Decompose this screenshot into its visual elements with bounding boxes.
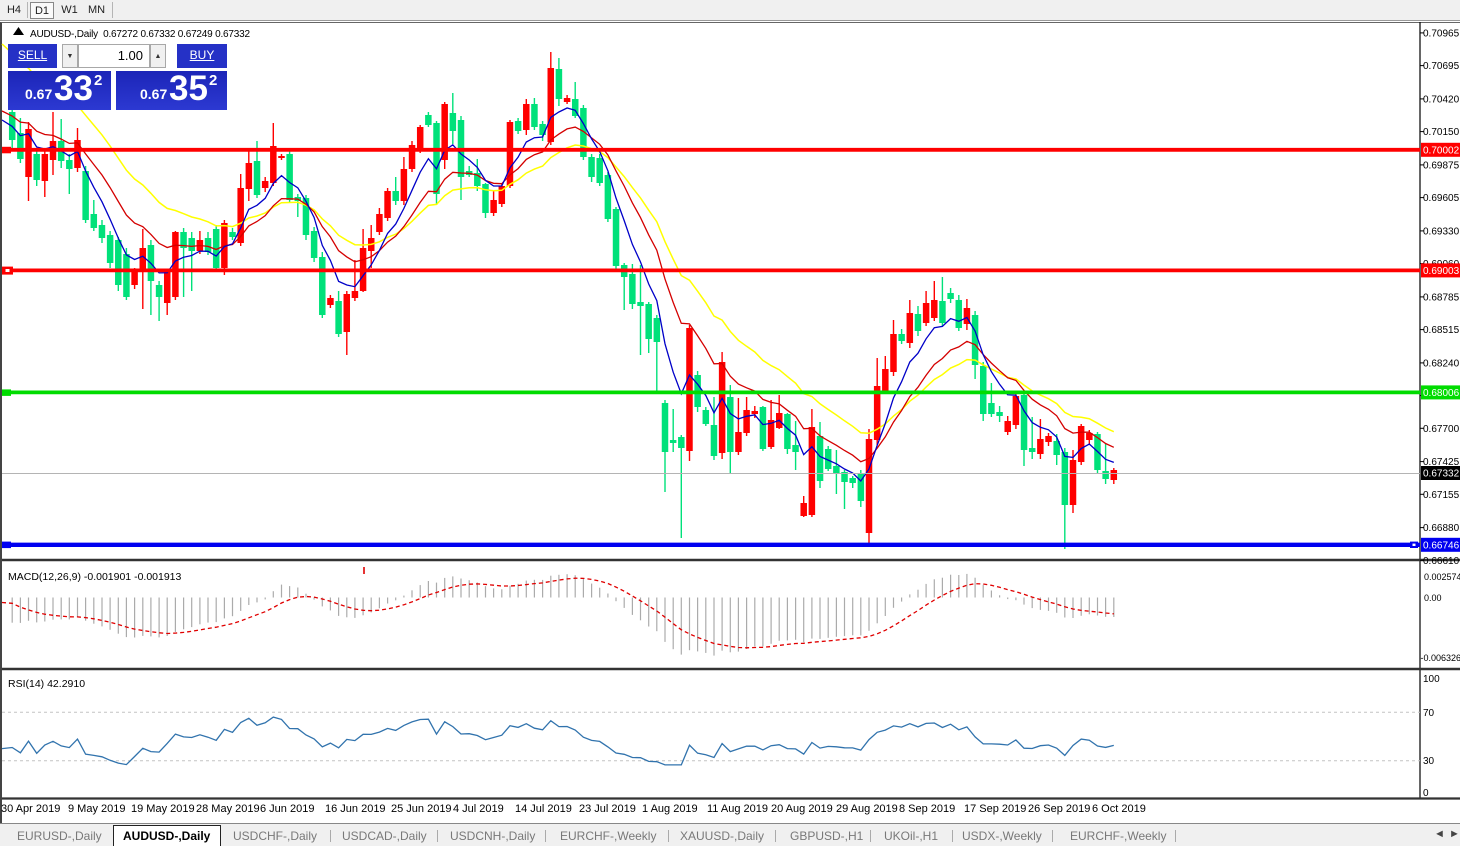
svg-text:0.002574: 0.002574 (1424, 572, 1460, 582)
svg-text:0.70695: 0.70695 (1423, 61, 1460, 72)
svg-text:RSI(14) 42.2910: RSI(14) 42.2910 (8, 678, 85, 690)
svg-text:25 Jun 2019: 25 Jun 2019 (391, 803, 452, 815)
svg-text:17 Sep 2019: 17 Sep 2019 (964, 803, 1026, 815)
svg-text:0.67425: 0.67425 (1423, 457, 1460, 468)
svg-text:0.68006: 0.68006 (1423, 388, 1460, 399)
svg-text:0.67700: 0.67700 (1423, 424, 1460, 435)
svg-text:0.68240: 0.68240 (1423, 358, 1460, 369)
svg-text:0: 0 (1423, 788, 1429, 799)
svg-text:26 Sep 2019: 26 Sep 2019 (1028, 803, 1090, 815)
svg-text:1 Aug 2019: 1 Aug 2019 (642, 803, 698, 815)
svg-text:0.66610: 0.66610 (1423, 556, 1460, 567)
svg-text:MACD(12,26,9) -0.001901 -0.001: MACD(12,26,9) -0.001901 -0.001913 (8, 571, 182, 583)
svg-text:0.69875: 0.69875 (1423, 160, 1460, 171)
svg-text:0.68785: 0.68785 (1423, 292, 1460, 303)
svg-text:30 Apr 2019: 30 Apr 2019 (1, 803, 60, 815)
svg-text:4 Jul 2019: 4 Jul 2019 (453, 803, 504, 815)
svg-text:70: 70 (1423, 708, 1435, 719)
svg-text:23 Jul 2019: 23 Jul 2019 (579, 803, 636, 815)
svg-text:9 May 2019: 9 May 2019 (68, 803, 125, 815)
svg-text:-0.006326: -0.006326 (1421, 653, 1460, 663)
svg-text:6 Oct 2019: 6 Oct 2019 (1092, 803, 1146, 815)
svg-text:30: 30 (1423, 756, 1435, 767)
svg-text:11 Aug 2019: 11 Aug 2019 (707, 803, 768, 815)
svg-text:0.66880: 0.66880 (1423, 523, 1460, 534)
svg-text:0.69330: 0.69330 (1423, 226, 1460, 237)
svg-text:0.70965: 0.70965 (1423, 28, 1460, 39)
svg-text:8 Sep 2019: 8 Sep 2019 (899, 803, 955, 815)
svg-text:AUDUSD-,Daily 0.67272 0.67332: AUDUSD-,Daily 0.67272 0.67332 0.67249 0.… (30, 29, 250, 40)
svg-text:0.67155: 0.67155 (1423, 490, 1460, 501)
svg-text:20 Aug 2019: 20 Aug 2019 (771, 803, 833, 815)
svg-text:0.69605: 0.69605 (1423, 193, 1460, 204)
svg-text:28 May 2019: 28 May 2019 (196, 803, 260, 815)
svg-text:19 May 2019: 19 May 2019 (131, 803, 195, 815)
svg-text:6 Jun 2019: 6 Jun 2019 (260, 803, 314, 815)
svg-text:0.68515: 0.68515 (1423, 325, 1460, 336)
svg-text:0.70002: 0.70002 (1423, 145, 1460, 156)
svg-text:16 Jun 2019: 16 Jun 2019 (325, 803, 386, 815)
svg-text:29 Aug 2019: 29 Aug 2019 (836, 803, 898, 815)
svg-text:14 Jul 2019: 14 Jul 2019 (515, 803, 572, 815)
svg-text:0.70150: 0.70150 (1423, 127, 1460, 138)
svg-text:0.69003: 0.69003 (1423, 266, 1460, 277)
svg-text:0.66746: 0.66746 (1423, 540, 1460, 551)
svg-text:100: 100 (1423, 674, 1440, 685)
svg-text:0.00: 0.00 (1424, 593, 1442, 603)
svg-text:0.67332: 0.67332 (1423, 469, 1460, 480)
svg-text:0.70420: 0.70420 (1423, 94, 1460, 105)
